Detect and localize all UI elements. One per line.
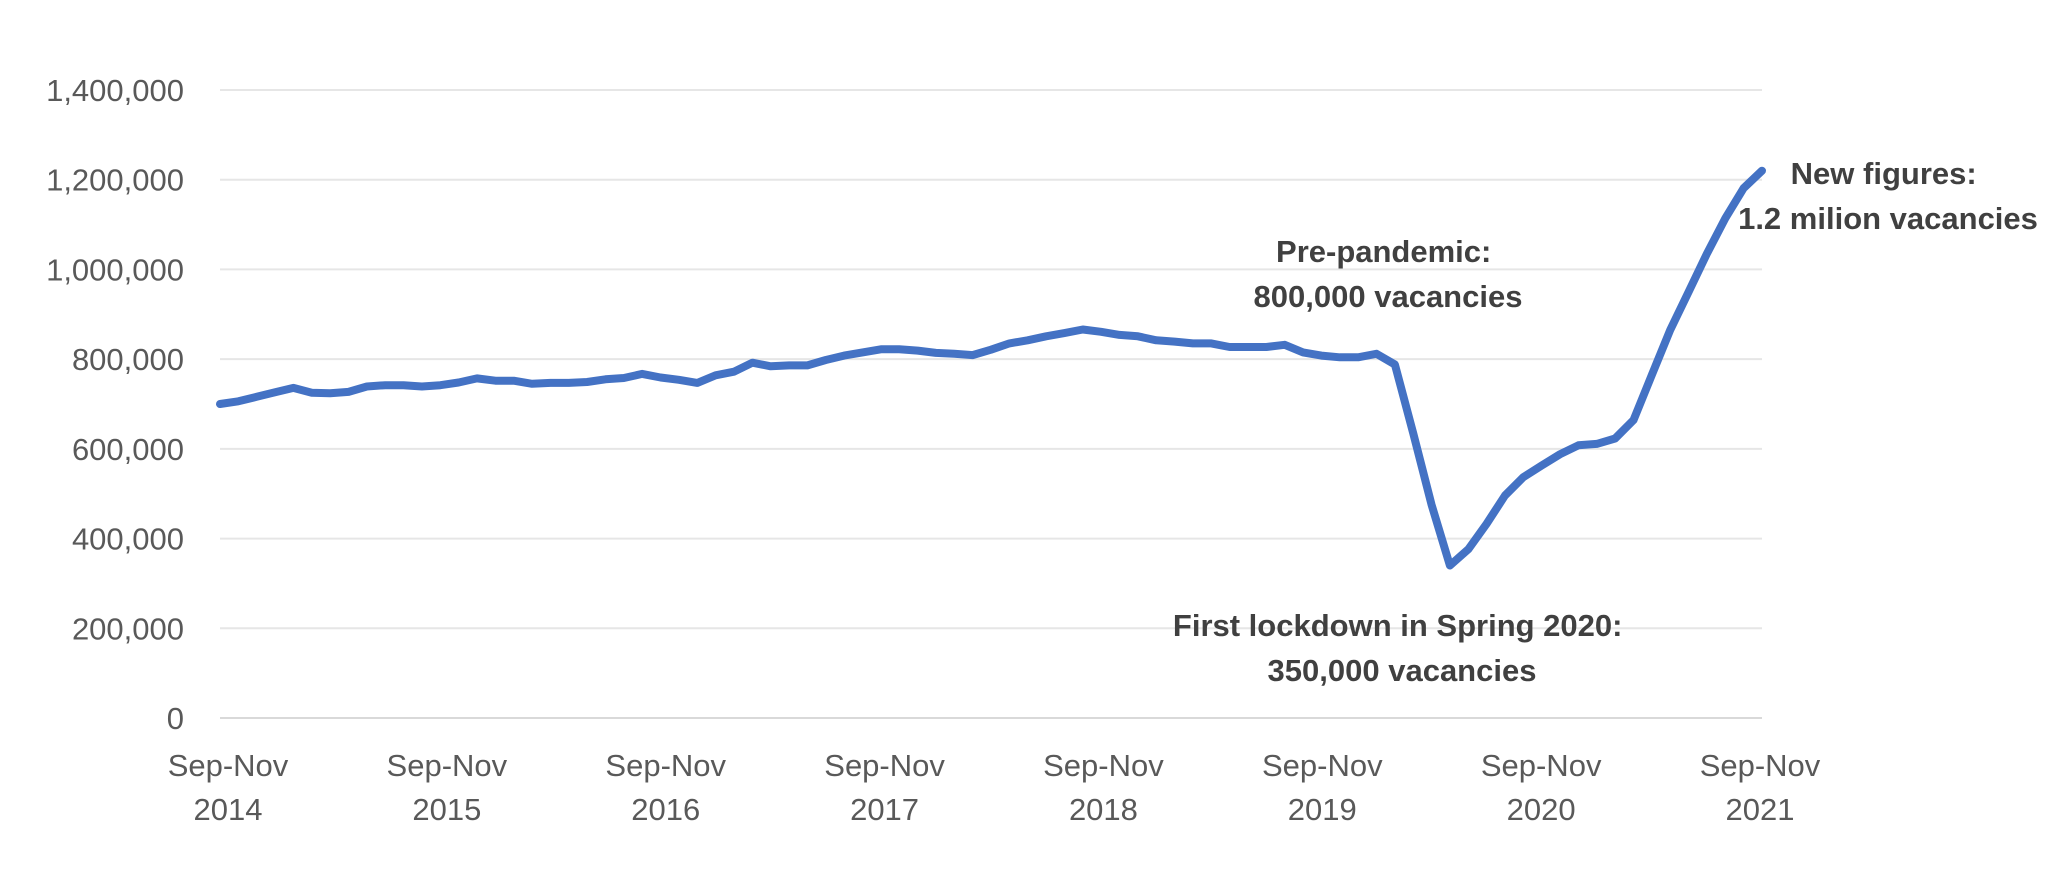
x-tick-label: Sep-Nov 2017 [824, 748, 945, 827]
x-tick-label-period: Sep-Nov [1043, 748, 1164, 783]
y-tick-label: 0 [167, 701, 184, 736]
x-tick-label-period: Sep-Nov [387, 748, 508, 783]
annotation-pre-pandemic-line1: Pre-pandemic: [1276, 234, 1491, 269]
x-tick-label: Sep-Nov 2021 [1700, 748, 1821, 827]
series-layer [216, 166, 1766, 570]
x-tick-label: Sep-Nov 2019 [1262, 748, 1383, 827]
x-tick-label: Sep-Nov 2015 [387, 748, 508, 827]
x-tick-label: Sep-Nov 2020 [1481, 748, 1602, 827]
x-tick-label-period: Sep-Nov [1481, 748, 1602, 783]
annotation-new-figures-line1: New figures: [1791, 156, 1977, 191]
x-tick-label-year: 2016 [631, 792, 700, 827]
gridlines [220, 89, 1762, 630]
x-tick-label-period: Sep-Nov [1700, 748, 1821, 783]
x-tick-label-period: Sep-Nov [605, 748, 726, 783]
x-tick-label-year: 2018 [1069, 792, 1138, 827]
y-axis-tick-labels: 0 200,000 400,000 600,000 800,000 1,000,000 1,… [46, 73, 184, 736]
annotation-pre-pandemic: Pre-pandemic: 800,000 vacancies [1254, 234, 1523, 314]
x-tick-label-year: 2017 [850, 792, 919, 827]
x-tick-label: Sep-Nov 2018 [1043, 748, 1164, 827]
x-tick-label-period: Sep-Nov [824, 748, 945, 783]
annotation-pre-pandemic-line2: 800,000 vacancies [1254, 279, 1523, 314]
y-tick-label: 1,000,000 [46, 252, 184, 287]
x-tick-label: Sep-Nov 2016 [605, 748, 726, 827]
x-tick-label-year: 2014 [194, 792, 263, 827]
x-tick-label: Sep-Nov 2014 [168, 748, 289, 827]
x-tick-label-year: 2020 [1507, 792, 1576, 827]
annotation-new-figures-line2: 1.2 milion vacancies [1738, 201, 2038, 236]
x-tick-label-year: 2015 [412, 792, 481, 827]
y-tick-label: 1,200,000 [46, 163, 184, 198]
annotation-new-figures: New figures: 1.2 milion vacancies [1738, 156, 2038, 236]
y-tick-label: 1,400,000 [46, 73, 184, 108]
y-tick-label: 200,000 [72, 611, 184, 646]
y-tick-label: 800,000 [72, 342, 184, 377]
x-tick-label-year: 2019 [1288, 792, 1357, 827]
y-tick-label: 400,000 [72, 522, 184, 557]
x-tick-label-year: 2021 [1726, 792, 1795, 827]
x-tick-label-period: Sep-Nov [1262, 748, 1383, 783]
annotation-first-lockdown-line2: 350,000 vacancies [1268, 653, 1537, 688]
y-tick-label: 600,000 [72, 432, 184, 467]
annotation-first-lockdown: First lockdown in Spring 2020: 350,000 v… [1173, 608, 1631, 688]
vacancies-series-line [216, 166, 1766, 570]
annotation-first-lockdown-line1: First lockdown in Spring 2020: [1173, 608, 1623, 643]
x-tick-label-period: Sep-Nov [168, 748, 289, 783]
